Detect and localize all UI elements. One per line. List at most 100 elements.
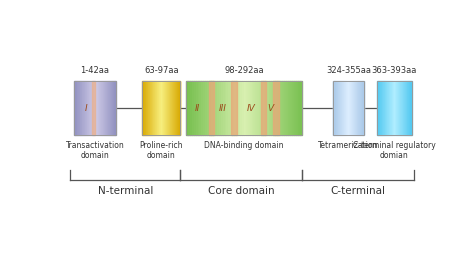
- Bar: [230, 81, 232, 135]
- Bar: [355, 81, 356, 135]
- Bar: [300, 81, 301, 135]
- Bar: [88, 81, 89, 135]
- Bar: [142, 81, 143, 135]
- Bar: [173, 81, 174, 135]
- Bar: [148, 81, 149, 135]
- Text: 363-393aa: 363-393aa: [372, 66, 417, 75]
- Text: III: III: [219, 104, 227, 113]
- Bar: [410, 81, 411, 135]
- Bar: [150, 81, 151, 135]
- Bar: [294, 81, 296, 135]
- Bar: [388, 81, 389, 135]
- Bar: [155, 81, 156, 135]
- Bar: [398, 81, 399, 135]
- Bar: [91, 81, 95, 135]
- Text: I: I: [84, 104, 87, 113]
- Bar: [154, 81, 155, 135]
- Bar: [389, 81, 390, 135]
- Bar: [284, 81, 286, 135]
- Bar: [92, 81, 93, 135]
- Bar: [236, 81, 238, 135]
- Bar: [157, 81, 158, 135]
- Bar: [94, 81, 95, 135]
- Text: DNA-binding domain: DNA-binding domain: [204, 141, 283, 150]
- Bar: [104, 81, 105, 135]
- Bar: [250, 81, 252, 135]
- Bar: [354, 81, 355, 135]
- Bar: [213, 81, 215, 135]
- Bar: [349, 81, 350, 135]
- Bar: [169, 81, 170, 135]
- Bar: [142, 81, 181, 135]
- Text: II: II: [195, 104, 200, 113]
- Text: 63-97aa: 63-97aa: [144, 66, 179, 75]
- Bar: [380, 81, 381, 135]
- Bar: [106, 81, 107, 135]
- Bar: [390, 81, 391, 135]
- Bar: [383, 81, 384, 135]
- Bar: [234, 81, 236, 135]
- Bar: [255, 81, 257, 135]
- Bar: [78, 81, 79, 135]
- Bar: [246, 81, 248, 135]
- Bar: [257, 81, 259, 135]
- Bar: [170, 81, 171, 135]
- Bar: [89, 81, 90, 135]
- Bar: [149, 81, 150, 135]
- Bar: [167, 81, 168, 135]
- Bar: [203, 81, 205, 135]
- Bar: [273, 81, 275, 135]
- Bar: [279, 81, 281, 135]
- Bar: [269, 81, 271, 135]
- Bar: [209, 81, 211, 135]
- Bar: [406, 81, 407, 135]
- Bar: [115, 81, 116, 135]
- Bar: [81, 81, 82, 135]
- Bar: [333, 81, 364, 135]
- Bar: [338, 81, 339, 135]
- Bar: [113, 81, 114, 135]
- Bar: [252, 81, 254, 135]
- Bar: [261, 81, 263, 135]
- Text: 1-42aa: 1-42aa: [81, 66, 109, 75]
- Bar: [356, 81, 357, 135]
- Bar: [395, 81, 396, 135]
- Bar: [384, 81, 385, 135]
- Text: N-terminal: N-terminal: [98, 186, 153, 196]
- Bar: [174, 81, 175, 135]
- Bar: [200, 81, 201, 135]
- Bar: [363, 81, 364, 135]
- Bar: [159, 81, 160, 135]
- Bar: [151, 81, 152, 135]
- Bar: [340, 81, 341, 135]
- Bar: [196, 81, 198, 135]
- Bar: [393, 81, 394, 135]
- Bar: [283, 81, 284, 135]
- Text: Tetramerization: Tetramerization: [319, 141, 379, 150]
- Bar: [267, 81, 269, 135]
- Bar: [146, 81, 147, 135]
- Bar: [360, 81, 361, 135]
- Bar: [261, 81, 266, 135]
- Bar: [350, 81, 351, 135]
- Bar: [109, 81, 110, 135]
- Bar: [263, 81, 265, 135]
- Bar: [286, 81, 288, 135]
- Bar: [336, 81, 337, 135]
- Bar: [90, 81, 91, 135]
- Bar: [179, 81, 180, 135]
- Bar: [158, 81, 159, 135]
- Bar: [404, 81, 405, 135]
- Bar: [108, 81, 109, 135]
- Bar: [79, 81, 80, 135]
- Bar: [207, 81, 209, 135]
- Bar: [152, 81, 153, 135]
- Bar: [288, 81, 290, 135]
- Bar: [248, 81, 250, 135]
- Bar: [96, 81, 97, 135]
- Bar: [99, 81, 100, 135]
- Bar: [85, 81, 86, 135]
- Bar: [296, 81, 298, 135]
- Bar: [172, 81, 173, 135]
- Bar: [74, 81, 116, 135]
